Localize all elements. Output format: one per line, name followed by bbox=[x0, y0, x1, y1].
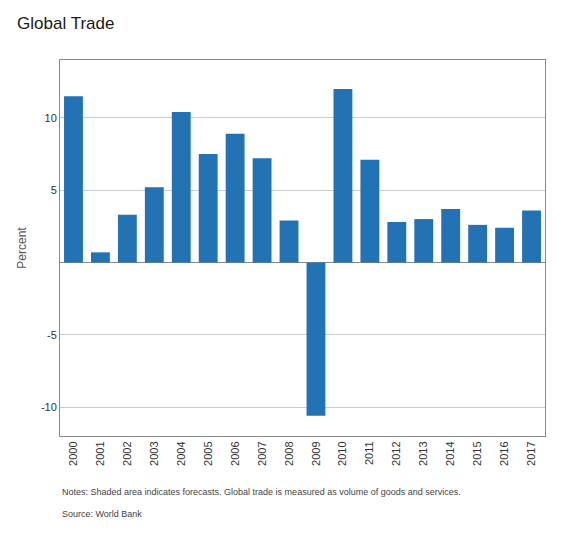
svg-text:2016: 2016 bbox=[498, 441, 510, 465]
svg-text:2013: 2013 bbox=[417, 441, 429, 465]
svg-text:-10: -10 bbox=[41, 401, 57, 413]
svg-text:2003: 2003 bbox=[148, 441, 160, 465]
svg-text:5: 5 bbox=[51, 184, 57, 196]
svg-text:Notes: Shaded area indicates f: Notes: Shaded area indicates forecasts. … bbox=[62, 487, 461, 497]
svg-text:2005: 2005 bbox=[202, 441, 214, 465]
svg-text:2014: 2014 bbox=[444, 441, 456, 465]
svg-text:2012: 2012 bbox=[390, 441, 402, 465]
svg-text:2008: 2008 bbox=[283, 441, 295, 465]
svg-text:2006: 2006 bbox=[229, 441, 241, 465]
svg-text:2009: 2009 bbox=[310, 441, 322, 465]
svg-text:2010: 2010 bbox=[336, 441, 348, 465]
svg-text:Global Trade: Global Trade bbox=[17, 14, 114, 33]
svg-text:2015: 2015 bbox=[471, 441, 483, 465]
svg-text:Percent: Percent bbox=[15, 227, 29, 269]
svg-text:2002: 2002 bbox=[121, 441, 133, 465]
svg-text:Source: World Bank: Source: World Bank bbox=[62, 509, 142, 519]
svg-text:10: 10 bbox=[45, 112, 57, 124]
svg-text:2004: 2004 bbox=[175, 441, 187, 465]
svg-text:-5: -5 bbox=[47, 329, 57, 341]
svg-text:2017: 2017 bbox=[525, 441, 537, 465]
svg-text:2007: 2007 bbox=[256, 441, 268, 465]
svg-text:2001: 2001 bbox=[94, 441, 106, 465]
svg-text:2011: 2011 bbox=[363, 441, 375, 465]
svg-text:2000: 2000 bbox=[67, 441, 79, 465]
